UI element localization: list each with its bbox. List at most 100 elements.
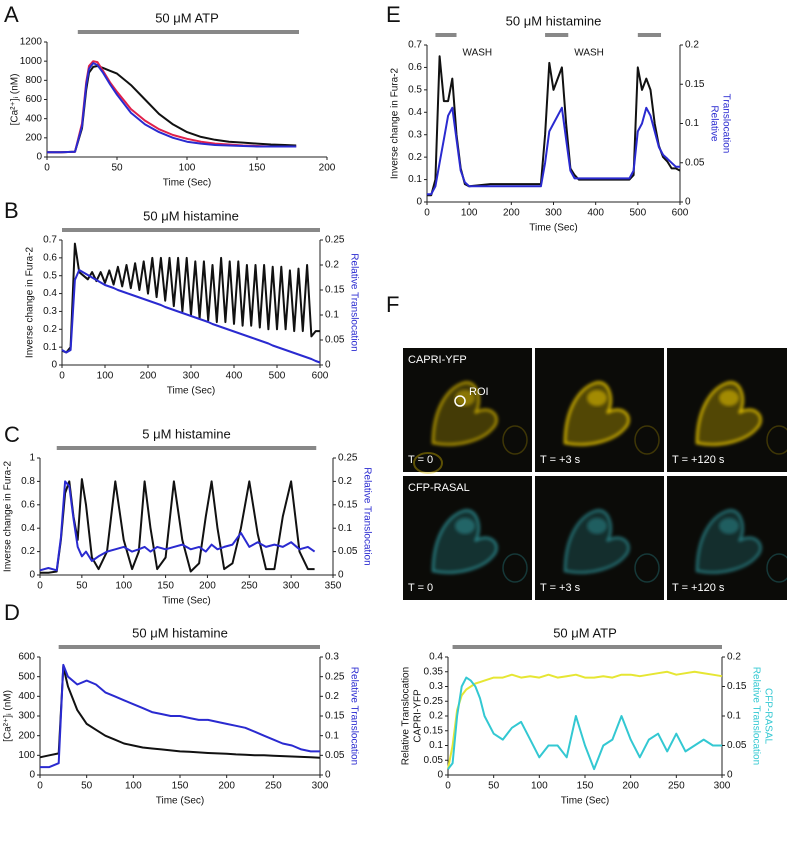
y-tick-label: 0.8 xyxy=(21,476,35,487)
time-label: T = +120 s xyxy=(672,582,725,594)
x-tick-label: 300 xyxy=(312,781,329,792)
x-tick-label: 250 xyxy=(668,781,685,792)
y2-tick-label: 0 xyxy=(727,770,733,781)
y-tick-label: 0.25 xyxy=(424,696,444,707)
y-tick-label: 600 xyxy=(25,94,42,105)
y2-tick-label: 0.1 xyxy=(685,118,699,129)
x-tick-label: 50 xyxy=(111,163,123,174)
x-tick-label: 500 xyxy=(269,371,286,382)
y2-tick-label: 0.05 xyxy=(325,750,345,761)
x-tick-label: 0 xyxy=(424,208,430,219)
y-axis-label: Inverse change in Fura-2 xyxy=(390,67,401,179)
x-tick-label: 0 xyxy=(445,781,451,792)
cell xyxy=(634,425,660,455)
y-tick-label: 0 xyxy=(29,570,35,581)
chart-title: 50 μM histamine xyxy=(143,208,239,223)
x-tick-label: 100 xyxy=(97,371,114,382)
series-line xyxy=(427,106,680,196)
roi-circle xyxy=(454,395,466,407)
x-tick-label: 500 xyxy=(629,208,646,219)
y-tick-label: 0 xyxy=(51,360,57,371)
cell xyxy=(719,518,739,534)
x-tick-label: 200 xyxy=(199,581,216,592)
x-tick-label: 250 xyxy=(265,781,282,792)
x-axis-label: Time (Sec) xyxy=(167,386,216,397)
x-tick-label: 250 xyxy=(241,581,258,592)
panel-letter: E xyxy=(386,2,401,27)
y-tick-label: 0.2 xyxy=(429,711,443,722)
y2-tick-label: 0.25 xyxy=(325,235,345,246)
y2-tick-label: 0.15 xyxy=(325,711,345,722)
image-panel: CFP-RASAL T = 0 xyxy=(403,476,532,600)
x-tick-label: 300 xyxy=(283,581,300,592)
series-line xyxy=(427,55,681,197)
x-tick-label: 400 xyxy=(226,371,243,382)
y2-tick-label: 0.15 xyxy=(685,79,705,90)
cell xyxy=(587,518,607,534)
panel-letter: D xyxy=(4,600,20,625)
time-label: T = +3 s xyxy=(540,454,581,466)
cell xyxy=(766,553,787,583)
y-tick-label: 200 xyxy=(25,132,42,143)
y-tick-label: 800 xyxy=(25,75,42,86)
y-tick-label: 0.6 xyxy=(21,499,35,510)
x-tick-label: 200 xyxy=(319,163,336,174)
time-label: T = 0 xyxy=(408,582,433,594)
annotation: WASH xyxy=(574,48,604,59)
y2-axis-label: Relative Translocation xyxy=(348,253,359,351)
cell xyxy=(695,509,762,574)
y-tick-label: 400 xyxy=(25,113,42,124)
x-tick-label: 100 xyxy=(461,208,478,219)
y2-tick-label: 0.2 xyxy=(727,652,741,663)
x-tick-label: 600 xyxy=(312,371,329,382)
x-tick-label: 0 xyxy=(59,371,65,382)
y-tick-label: 0.5 xyxy=(408,84,422,95)
time-label: T = +3 s xyxy=(540,582,581,594)
panel-letter: A xyxy=(4,2,19,27)
y-tick-label: 0.6 xyxy=(408,62,422,73)
time-label: T = 0 xyxy=(408,454,433,466)
x-tick-label: 300 xyxy=(714,781,731,792)
x-tick-label: 100 xyxy=(125,781,142,792)
x-tick-label: 300 xyxy=(183,371,200,382)
y-tick-label: 200 xyxy=(18,730,35,741)
y-axis-label: Inverse change in Fura-2 xyxy=(3,460,14,572)
x-axis-label: Time (Sec) xyxy=(561,796,610,807)
image-panel: T = +3 s xyxy=(535,348,664,472)
x-tick-label: 0 xyxy=(37,581,43,592)
series-line xyxy=(447,676,722,771)
y2-tick-label: 0.05 xyxy=(685,157,705,168)
y-tick-label: 0.3 xyxy=(408,129,422,140)
x-axis-label: Time (Sec) xyxy=(529,223,578,234)
panel-letter: F xyxy=(386,292,399,317)
panel-letter: C xyxy=(4,422,20,447)
image-panel: ROI CAPRI-YFP T = 0 xyxy=(403,348,532,474)
chart-title: 5 μM histamine xyxy=(142,426,230,441)
cell xyxy=(587,390,607,406)
cell xyxy=(413,452,443,474)
series-line xyxy=(39,480,316,572)
y-tick-label: 0.1 xyxy=(429,740,443,751)
y2-tick-label: 0.1 xyxy=(325,730,339,741)
cell xyxy=(695,381,762,446)
y2-tick-label: 0.1 xyxy=(325,310,339,321)
cell xyxy=(431,381,498,446)
y2-tick-label: 0 xyxy=(325,770,331,781)
x-tick-label: 100 xyxy=(179,163,196,174)
x-tick-label: 150 xyxy=(172,781,189,792)
series-line xyxy=(40,478,315,574)
x-tick-label: 200 xyxy=(503,208,520,219)
y-tick-label: 0.4 xyxy=(408,107,422,118)
y2-tick-label: 0.05 xyxy=(325,335,345,346)
y-tick-label: 1 xyxy=(29,453,35,464)
y-tick-label: 0.2 xyxy=(43,324,57,335)
y-tick-label: 0.35 xyxy=(424,666,444,677)
x-tick-label: 0 xyxy=(44,163,50,174)
image-panel: T = +120 s xyxy=(667,348,787,472)
y2-tick-label: 0.2 xyxy=(325,691,339,702)
y2-tick-label: 0 xyxy=(325,360,331,371)
x-tick-label: 300 xyxy=(545,208,562,219)
x-tick-label: 100 xyxy=(531,781,548,792)
cell xyxy=(455,390,475,406)
y-tick-label: 100 xyxy=(18,750,35,761)
